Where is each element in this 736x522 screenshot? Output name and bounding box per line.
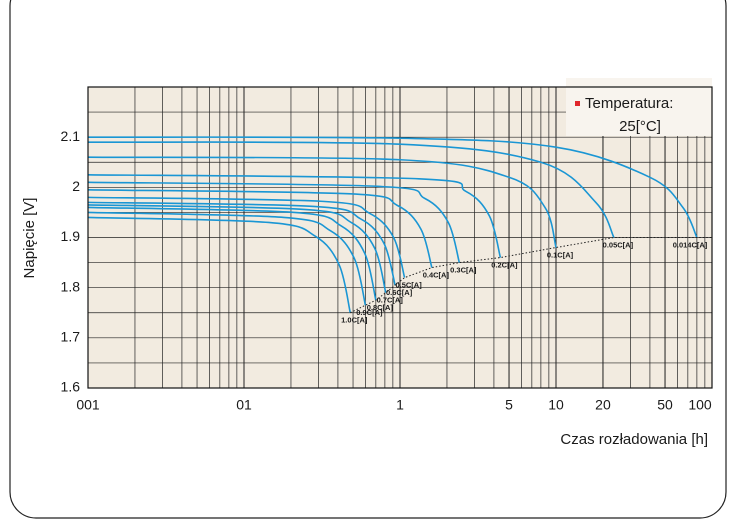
- discharge-curve: [87, 206, 377, 301]
- discharge-curve: [87, 216, 352, 313]
- y-tick-label: 1.7: [61, 329, 81, 345]
- x-tick-label: 100: [688, 397, 712, 413]
- y-axis-label: Napięcie [V]: [21, 198, 38, 279]
- discharge-curve: [87, 189, 433, 268]
- discharge-curve: [87, 211, 367, 306]
- x-tick-label: 01: [236, 397, 252, 413]
- x-tick-label: 5: [505, 397, 513, 413]
- lines: [87, 136, 712, 314]
- x-tick-label: 1: [396, 397, 404, 413]
- curve-label: 0.014C[A]: [673, 240, 708, 249]
- discharge-curve: [87, 181, 461, 263]
- x-tick-label: 001: [76, 397, 100, 413]
- curve-label: 0.7C[A]: [377, 296, 404, 305]
- curve-label: 0.5C[A]: [395, 281, 422, 290]
- curve-label: 0.6C[A]: [386, 288, 413, 297]
- x-tick-label: 50: [657, 397, 673, 413]
- discharge-curve: [87, 173, 502, 258]
- curve-label: 0.1C[A]: [547, 251, 574, 260]
- discharge-curve: [87, 204, 387, 293]
- curve-label: 0.05C[A]: [603, 240, 634, 249]
- y-tick-label: 1.6: [61, 379, 81, 395]
- x-tick-label: 10: [548, 397, 564, 413]
- y-tick-label: 1.8: [61, 278, 81, 294]
- discharge-curve: [87, 141, 615, 238]
- cutoff-line: [350, 237, 712, 314]
- y-tick-label: 2: [72, 178, 80, 194]
- curve-label: 0.9C[A]: [356, 308, 383, 317]
- y-tick-label: 2.1: [61, 128, 81, 144]
- discharge-curve: [87, 201, 396, 286]
- curve-label: 0.4C[A]: [423, 271, 450, 280]
- x-tick-label: 20: [595, 397, 611, 413]
- legend-title: Temperatura:: [585, 95, 673, 112]
- curve-label: 0.3C[A]: [450, 266, 477, 275]
- legend-marker: [575, 101, 580, 106]
- discharge-curve: [87, 156, 557, 248]
- legend-box: [566, 78, 712, 136]
- curve-label: 1.0C[A]: [341, 316, 368, 325]
- discharge-curve: [87, 196, 406, 278]
- plot-border: [87, 86, 713, 389]
- curve-label: 0.8C[A]: [367, 303, 394, 312]
- y-tick-label: 1.9: [61, 228, 81, 244]
- discharge-curve: [87, 136, 698, 238]
- legend-text: 25[°C]: [619, 118, 661, 135]
- x-axis-label: Czas rozładowania [h]: [560, 431, 708, 448]
- curve-label: 0.2C[A]: [491, 261, 518, 270]
